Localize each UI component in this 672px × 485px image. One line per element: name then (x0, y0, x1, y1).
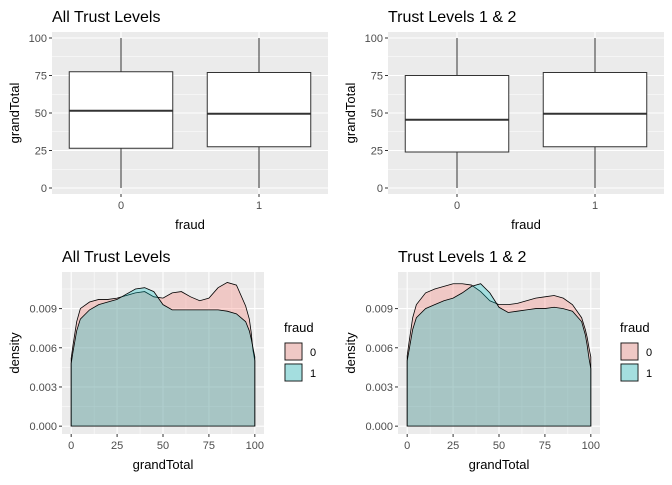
legend-key-bg (284, 363, 303, 382)
y-tick-label: 0.003 (365, 382, 393, 394)
chart-title: All Trust Levels (62, 249, 170, 266)
x-axis-label: fraud (175, 217, 205, 232)
density-area-fraud-1 (406, 283, 592, 427)
y-tick-label: 0.006 (29, 343, 57, 355)
x-tick-label: 0 (404, 440, 410, 452)
x-axis-label: fraud (511, 217, 541, 232)
y-tick-label: 0.009 (29, 304, 57, 316)
x-axis-label: grandTotal (133, 457, 194, 472)
x-tick-label: 0 (118, 200, 124, 212)
x-tick-label: 100 (582, 440, 600, 452)
box-body (542, 72, 648, 148)
chart-panel-1: All Trust Levels 0 1 0 25 50 75 100 fraud grandTo… (7, 9, 328, 232)
box-1 (206, 38, 312, 188)
y-tick-label: 0.000 (29, 421, 57, 433)
density-area-fraud-0 (406, 283, 592, 427)
chart-title: Trust Levels 1 & 2 (388, 9, 516, 26)
y-tick-label: 25 (371, 146, 383, 158)
y-tick-label: 0 (377, 183, 383, 195)
legend-label: 1 (646, 368, 652, 380)
box-0 (404, 38, 510, 188)
legend-label: 0 (310, 347, 316, 359)
box-0 (68, 38, 174, 188)
y-tick-label: 0 (41, 183, 47, 195)
y-axis-label: density (343, 332, 358, 374)
x-tick-label: 1 (256, 200, 262, 212)
y-tick-label: 0.000 (365, 421, 393, 433)
legend-key-fraud-1 (284, 363, 303, 382)
legend-key-fraud-0 (620, 342, 639, 361)
chart-panel-2: Trust Levels 1 & 2 0 1 0 25 50 75 100 fraud grand… (343, 9, 664, 232)
legend-title: fraud (284, 320, 314, 335)
y-tick-label: 75 (371, 71, 383, 83)
x-tick-label: 0 (454, 200, 460, 212)
x-tick-label: 25 (447, 440, 459, 452)
density-area-fraud-0 (70, 282, 256, 427)
y-tick-label: 50 (371, 108, 383, 120)
x-tick-label: 0 (68, 440, 74, 452)
legend-key-fraud-0 (284, 342, 303, 361)
x-tick-label: 50 (157, 440, 169, 452)
y-axis-label: grandTotal (343, 83, 358, 144)
legend-label: 0 (646, 347, 652, 359)
x-tick-label: 75 (539, 440, 551, 452)
y-tick-label: 0.006 (365, 343, 393, 355)
chart-panel-3: All Trust Levels 0 25 50 75 100 0.000 0.003 0.00… (7, 249, 316, 472)
legend: fraud 0 1 (284, 320, 316, 382)
legend-label: 1 (310, 368, 316, 380)
legend-title: fraud (620, 320, 650, 335)
x-tick-label: 50 (493, 440, 505, 452)
y-tick-label: 100 (29, 33, 47, 45)
x-tick-label: 100 (246, 440, 264, 452)
chart-title: Trust Levels 1 & 2 (398, 249, 526, 266)
y-tick-label: 100 (365, 33, 383, 45)
chart-title: All Trust Levels (52, 9, 160, 26)
y-tick-label: 50 (35, 108, 47, 120)
x-tick-label: 25 (111, 440, 123, 452)
legend-key-bg (284, 342, 303, 361)
legend: fraud 0 1 (620, 320, 652, 382)
box-1 (542, 38, 648, 188)
legend-key-bg (620, 363, 639, 382)
y-tick-label: 0.003 (29, 382, 57, 394)
box-body (206, 72, 312, 148)
legend-key-bg (620, 342, 639, 361)
y-axis-label: density (7, 332, 22, 374)
density-area-fraud-1 (70, 287, 256, 427)
y-tick-label: 0.009 (365, 304, 393, 316)
x-tick-label: 75 (203, 440, 215, 452)
x-tick-label: 1 (592, 200, 598, 212)
y-tick-label: 25 (35, 146, 47, 158)
y-axis-label: grandTotal (7, 83, 22, 144)
x-axis-label: grandTotal (469, 457, 530, 472)
legend-key-fraud-1 (620, 363, 639, 382)
chart-panel-4: Trust Levels 1 & 2 0 25 50 75 100 0.000 0.003 0.… (343, 249, 652, 472)
y-tick-label: 75 (35, 71, 47, 83)
box-body (404, 75, 510, 153)
